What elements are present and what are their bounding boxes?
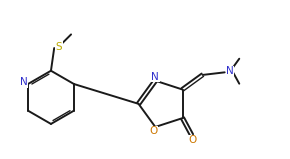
Text: N: N bbox=[151, 72, 159, 82]
Text: N: N bbox=[226, 66, 234, 76]
Text: N: N bbox=[20, 77, 28, 87]
Text: O: O bbox=[149, 126, 157, 136]
Text: O: O bbox=[188, 135, 196, 145]
Text: S: S bbox=[56, 42, 62, 52]
